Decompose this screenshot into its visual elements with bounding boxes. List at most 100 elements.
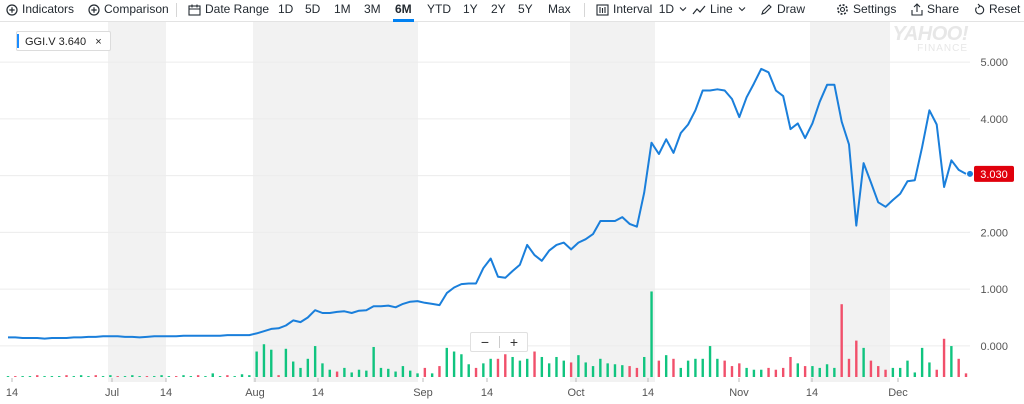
range-2y[interactable]: 2Y [491,2,506,16]
volume-bar [679,367,682,377]
share-label: Share [927,2,960,16]
volume-bar [606,363,609,377]
x-tick-label: Nov [729,387,749,399]
volume-bar [635,367,639,377]
y-tick-label: 4.000 [980,114,1008,126]
toolbar-divider [176,3,177,17]
volume-bar [116,376,119,377]
legend-symbol: GGI.V [25,36,56,48]
volume-bar [394,371,397,377]
volume-bar [723,360,726,377]
volume-bar [547,363,551,377]
range-6m[interactable]: 6M [393,1,414,22]
volume-bar [760,369,763,377]
zoom-in-button[interactable]: + [509,334,519,350]
date-range-label: Date Range [205,2,270,16]
line-type-dropdown[interactable]: Line [692,1,750,19]
volume-bar [306,358,310,377]
volume-bar [752,369,756,377]
volume-bar [430,373,434,377]
x-tick-label: Aug [245,387,265,399]
volume-bar [840,304,843,377]
range-ytd[interactable]: YTD [427,2,451,16]
volume-bar [489,358,492,377]
volume-bar [474,367,478,377]
volume-bar [628,366,631,377]
volume-bar [701,358,704,377]
comparison-label: Comparison [104,2,169,16]
x-tick-label: 14 [806,387,818,399]
yahoo-finance-watermark: YAHOO! FINANCE [888,24,968,54]
legend-value: 3.640 [58,36,87,48]
volume-bar [101,376,105,377]
reset-button[interactable]: Reset [973,1,1020,19]
volume-bar [292,361,295,377]
volume-bar [877,366,880,377]
y-tick-label: 1.000 [980,284,1008,296]
range-1m[interactable]: 1M [334,2,351,16]
volume-bar [350,372,353,377]
volume-bar [664,355,668,377]
volume-bar [496,358,500,377]
volume-bar [533,351,536,377]
range-1y[interactable]: 1Y [463,2,478,16]
x-tick-label: 14 [312,387,324,399]
volume-bar [94,375,97,377]
volume-bar [284,348,288,377]
volume-bar [262,344,266,377]
volume-bar [467,364,470,377]
volume-bar [438,366,441,377]
series-legend[interactable]: GGI.V 3.640 × [16,31,111,51]
share-button[interactable]: Share [911,1,959,19]
volume-bar [555,356,558,377]
comparison-button[interactable]: Comparison [88,1,169,19]
volume-bar [409,370,412,377]
range-5y[interactable]: 5Y [518,2,533,16]
range-5d[interactable]: 5D [305,2,321,16]
range-max[interactable]: Max [548,2,571,16]
volume-bar [138,376,141,377]
volume-bar [708,346,712,377]
volume-bar [855,340,858,377]
volume-bar [189,376,193,377]
volume-bar [898,367,902,377]
volume-bar [906,360,909,377]
date-range-button[interactable]: Date Range [188,1,269,19]
last-price-badge [974,165,1014,182]
indicators-button[interactable]: Indicators [6,1,74,19]
volume-bar [920,347,924,377]
draw-label: Draw [777,2,806,16]
draw-button[interactable]: Draw [760,1,805,19]
volume-bar [482,363,485,377]
volume-bar [694,358,697,377]
range-3m[interactable]: 3M [364,2,381,16]
volume-bar [416,373,419,377]
zoom-out-button[interactable]: − [480,334,490,350]
y-tick-label: 0.000 [980,341,1008,353]
volume-bar [869,360,873,377]
x-tick-label: 14 [481,387,493,399]
volume-bar [825,364,829,377]
volume-bar [730,366,734,377]
volume-bar [321,363,324,377]
volume-bar [218,376,222,377]
volume-bar [335,371,339,377]
volume-bar [313,346,317,377]
volume-bar [847,358,851,377]
volume-bar [204,376,207,377]
volume-bar [6,376,10,377]
range-1d[interactable]: 1D [278,2,294,16]
volume-bar [964,373,968,377]
settings-button[interactable]: Settings [836,1,896,19]
toolbar-divider [584,3,585,17]
line-chart-icon [692,5,706,15]
volume-bar [942,338,946,377]
gear-icon [837,4,848,15]
volume-bar [613,364,617,377]
volume-bar [511,356,514,377]
zoom-divider [499,336,500,348]
close-icon[interactable]: × [95,36,102,48]
interval-dropdown[interactable]: Interval 1D [596,1,691,19]
volume-bar [379,367,383,377]
volume-bar [833,367,836,377]
